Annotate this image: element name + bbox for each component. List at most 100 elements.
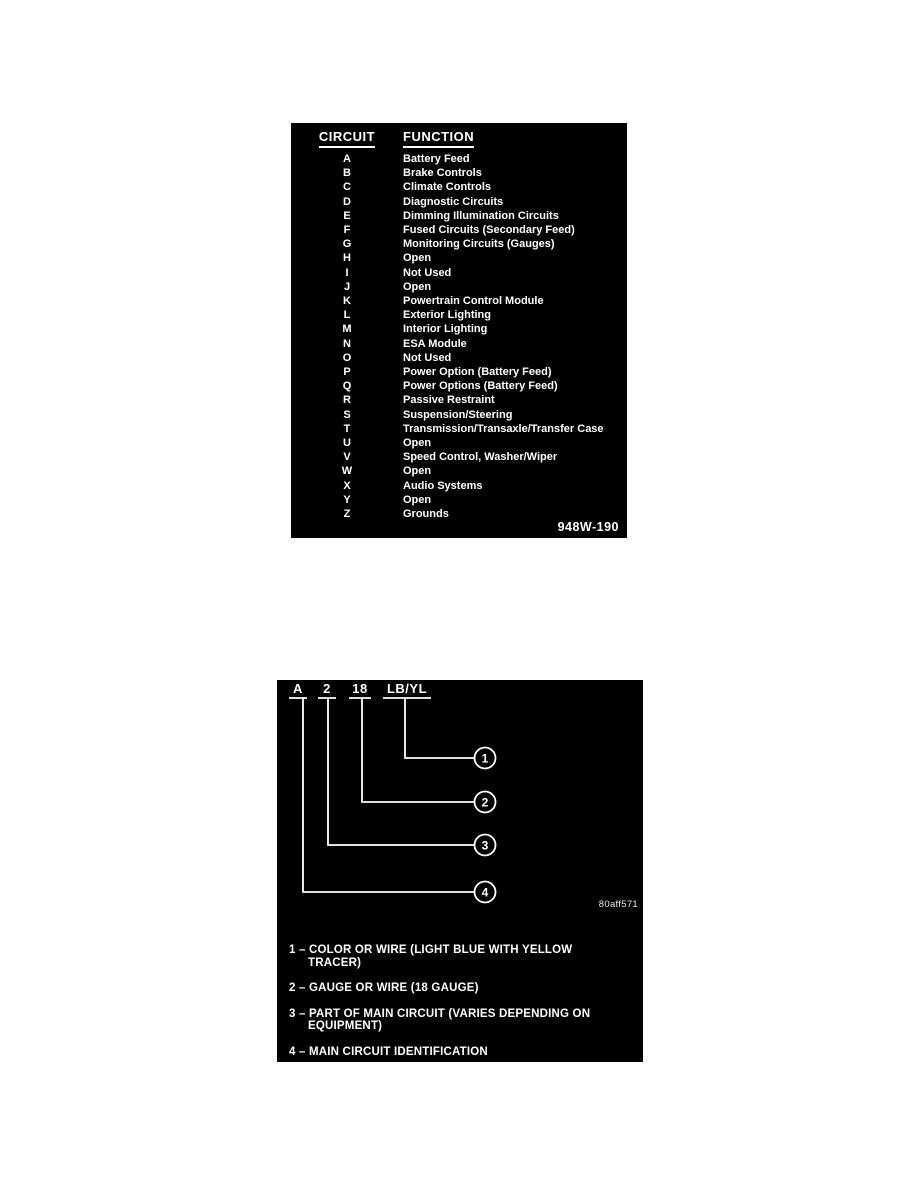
callout-circle-2 (473, 790, 497, 814)
circuit-letter: S (343, 408, 351, 421)
circuit-function: Power Option (Battery Feed) (403, 366, 552, 379)
circuit-function: Not Used (403, 351, 452, 364)
leader-line-3 (327, 698, 474, 846)
table-row: Y Open (291, 493, 627, 507)
circuit-letter: K (343, 295, 351, 308)
circuit-letter: M (342, 323, 352, 336)
table-header: CIRCUIT FUNCTION (291, 129, 627, 148)
circuit-column-header: CIRCUIT (318, 129, 376, 148)
table-row: E Dimming Illumination Circuits (291, 209, 627, 223)
table-row: H Open (291, 251, 627, 265)
circuit-letter: G (342, 238, 352, 251)
callout-number-1: 1 (482, 752, 489, 766)
table-row: X Audio Systems (291, 479, 627, 493)
table-row: I Not Used (291, 266, 627, 280)
circuit-letter: N (343, 337, 351, 350)
circuit-function: Transmission/Transaxle/Transfer Case (403, 422, 604, 435)
circuit-letter: E (343, 209, 351, 222)
legend-item: 1 – COLOR OR WIRE (LIGHT BLUE WITH YELLO… (289, 944, 573, 969)
wire-code-legend: 1 – COLOR OR WIRE (LIGHT BLUE WITH YELLO… (289, 944, 623, 1071)
circuit-function: Grounds (403, 508, 449, 521)
circuit-letter: A (343, 153, 351, 165)
circuit-letter: R (343, 394, 351, 407)
circuit-function: Climate Controls (403, 181, 492, 194)
circuit-function: Monitoring Circuits (Gauges) (403, 238, 555, 251)
callout-circle-4 (473, 880, 497, 904)
legend-item: 2 – GAUGE OR WIRE (18 GAUGE) (289, 982, 479, 994)
circuit-function: Exterior Lighting (403, 309, 491, 322)
table-row: R Passive Restraint (291, 393, 627, 407)
callout-number-2: 2 (482, 796, 489, 810)
wire-code-diagram-panel: A 2 18 LB/YL 1 2 3 4 80aff571 (277, 680, 643, 1062)
circuit-function: Fused Circuits (Secondary Feed) (403, 224, 575, 237)
circuit-letter: P (343, 366, 351, 379)
callout-number-3: 3 (482, 839, 489, 853)
table-row: D Diagnostic Circuits (291, 195, 627, 209)
circuit-function: Open (403, 437, 432, 450)
table-row: L Exterior Lighting (291, 308, 627, 322)
function-column-header: FUNCTION (403, 129, 475, 148)
circuit-function: Open (403, 252, 432, 265)
table-row: M Interior Lighting (291, 322, 627, 336)
circuit-function: Diagnostic Circuits (403, 195, 504, 208)
circuit-letter: W (341, 465, 353, 478)
circuit-function: Open (403, 493, 432, 506)
table-row: A Battery Feed (291, 152, 627, 166)
callout-circle-3 (473, 833, 497, 857)
circuit-function: Interior Lighting (403, 323, 488, 336)
circuit-function-table: CIRCUIT FUNCTION A Battery Feed B Brake … (291, 123, 627, 538)
circuit-letter: D (343, 195, 351, 208)
table-row: S Suspension/Steering (291, 408, 627, 422)
circuit-letter: L (343, 309, 351, 322)
table-row: J Open (291, 280, 627, 294)
leader-line-4 (302, 698, 474, 893)
circuit-function: Audio Systems (403, 479, 483, 492)
table-row: T Transmission/Transaxle/Transfer Case (291, 422, 627, 436)
circuit-letter: Z (343, 508, 351, 521)
code-part-color: LB/YL (387, 681, 427, 696)
circuit-letter: X (343, 479, 351, 492)
circuit-function: Open (403, 465, 432, 478)
circuit-function: Passive Restraint (403, 394, 495, 407)
circuit-function: Suspension/Steering (403, 408, 513, 421)
leader-line-2 (361, 698, 474, 803)
circuit-letter: J (343, 280, 351, 293)
circuit-function: Powertrain Control Module (403, 295, 544, 308)
legend-item: 4 – MAIN CIRCUIT IDENTIFICATION (289, 1045, 488, 1058)
circuit-function: Not Used (403, 266, 452, 279)
callout-circle-1 (473, 746, 497, 770)
callout-number-4: 4 (482, 886, 489, 900)
circuit-letter: O (342, 351, 352, 364)
code-part-main-circuit: A (293, 681, 303, 696)
circuit-function: Battery Feed (403, 153, 470, 165)
circuit-letter: I (345, 266, 349, 279)
table-row: W Open (291, 464, 627, 478)
circuit-letter: F (343, 224, 351, 237)
circuit-function: Power Options (Battery Feed) (403, 380, 558, 393)
circuit-letter: V (343, 451, 351, 464)
circuit-function: Speed Control, Washer/Wiper (403, 451, 558, 464)
circuit-letter: T (343, 422, 351, 435)
table-row: B Brake Controls (291, 166, 627, 180)
figure-code: 948W-190 (557, 520, 619, 534)
table-row: Z Grounds (291, 507, 627, 521)
circuit-letter: B (343, 167, 351, 180)
circuit-letter: C (343, 181, 351, 194)
leader-line-1 (404, 698, 474, 759)
circuit-function: Open (403, 280, 432, 293)
circuit-function: Brake Controls (403, 167, 482, 180)
table-row: N ESA Module (291, 337, 627, 351)
code-part-sub-circuit: 2 (323, 681, 331, 696)
circuit-function: Dimming Illumination Circuits (403, 209, 559, 222)
table-row: O Not Used (291, 351, 627, 365)
table-row: Q Power Options (Battery Feed) (291, 379, 627, 393)
circuit-letter: Y (343, 493, 351, 506)
table-row: U Open (291, 436, 627, 450)
table-body: A Battery Feed B Brake Controls C Climat… (291, 152, 627, 521)
circuit-letter: U (343, 437, 351, 450)
table-row: V Speed Control, Washer/Wiper (291, 450, 627, 464)
figure-id: 80aff571 (598, 899, 638, 910)
table-row: F Fused Circuits (Secondary Feed) (291, 223, 627, 237)
circuit-function: ESA Module (403, 337, 467, 350)
